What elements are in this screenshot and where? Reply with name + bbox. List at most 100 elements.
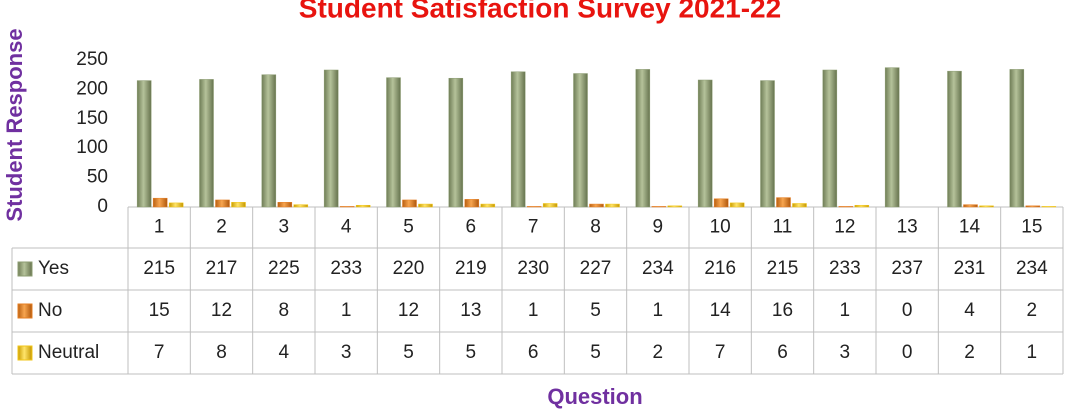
table-cell: 3	[840, 342, 851, 363]
table-cell: 220	[393, 258, 425, 279]
bar	[1041, 206, 1057, 208]
table-cell: 2	[653, 342, 664, 363]
table-cell: 7	[154, 342, 165, 363]
x-tick-label: 4	[341, 217, 352, 238]
bar	[215, 199, 230, 208]
table-cell: 3	[341, 342, 352, 363]
bar	[792, 203, 807, 208]
table-cell: 5	[466, 342, 477, 363]
legend-key	[17, 261, 33, 277]
y-tick-label: 200	[76, 78, 108, 99]
table-cell: 215	[767, 258, 799, 279]
bar	[605, 203, 620, 208]
y-tick-label: 150	[76, 108, 108, 129]
table-cell: 5	[590, 342, 601, 363]
table-cell: 12	[211, 300, 232, 321]
bar	[963, 204, 978, 208]
x-tick-label: 5	[403, 217, 414, 238]
bar	[776, 197, 791, 208]
table-cell: 0	[902, 300, 913, 321]
table-cell: 13	[460, 300, 481, 321]
bar	[542, 203, 558, 208]
table-cell: 0	[902, 342, 913, 363]
table-cell: 8	[216, 342, 227, 363]
table-cell: 16	[772, 300, 793, 321]
x-tick-label: 7	[528, 217, 539, 238]
y-axis-title: Student Response	[2, 28, 27, 221]
y-tick-label: 50	[87, 167, 108, 188]
table-cell: 1	[528, 300, 539, 321]
table-cell: 6	[777, 342, 788, 363]
x-tick-label: 14	[959, 217, 981, 238]
bar	[713, 198, 729, 208]
y-tick-label: 250	[76, 49, 108, 70]
table-cell: 1	[653, 300, 664, 321]
bar	[1025, 205, 1041, 208]
bar	[822, 69, 838, 208]
table-cell: 225	[268, 258, 300, 279]
table-cell: 12	[398, 300, 419, 321]
x-tick-label: 15	[1021, 217, 1042, 238]
table-cell: 234	[642, 258, 674, 279]
bar	[136, 80, 152, 208]
x-tick-label: 11	[773, 217, 793, 238]
bar	[697, 79, 713, 208]
bar	[526, 206, 542, 208]
legend-label: Yes	[38, 258, 69, 279]
bar	[402, 199, 417, 208]
x-tick-label: 6	[466, 217, 477, 238]
bar	[635, 69, 651, 208]
table-cell: 227	[580, 258, 612, 279]
bar	[884, 67, 900, 208]
table-cell: 4	[279, 342, 290, 363]
table-cell: 231	[954, 258, 986, 279]
bar	[152, 197, 168, 208]
bar	[1009, 69, 1025, 208]
table-cell: 216	[704, 258, 736, 279]
table-cell: 1	[341, 300, 352, 321]
bar	[199, 79, 214, 208]
table-cell: 215	[143, 258, 175, 279]
bar	[979, 205, 994, 208]
bar	[261, 74, 277, 208]
table-cell: 234	[1016, 258, 1048, 279]
y-tick-label: 0	[97, 196, 108, 217]
bar	[667, 205, 683, 208]
x-tick-label: 8	[590, 217, 601, 238]
bar	[651, 206, 667, 208]
table-cell: 15	[149, 300, 170, 321]
table-cell: 1	[1027, 342, 1038, 363]
bar	[323, 69, 339, 208]
bar	[386, 77, 401, 208]
bar	[589, 203, 604, 208]
bar	[464, 199, 480, 208]
bar	[838, 206, 854, 208]
x-axis-title: Question	[547, 384, 642, 409]
legend-label: Neutral	[38, 342, 99, 363]
table-cell: 1	[840, 300, 851, 321]
bar	[729, 202, 745, 208]
table-cell: 237	[891, 258, 923, 279]
bar	[231, 202, 246, 208]
legend-key	[17, 303, 33, 319]
bar	[293, 204, 309, 208]
x-tick-label: 13	[897, 217, 918, 238]
bar	[760, 80, 775, 208]
legend-label: No	[38, 300, 62, 321]
bar	[168, 202, 184, 208]
table-cell: 4	[964, 300, 975, 321]
table-cell: 6	[528, 342, 539, 363]
bar	[573, 73, 588, 208]
bar	[854, 204, 870, 208]
table-cell: 8	[279, 300, 290, 321]
x-tick-label: 1	[154, 217, 165, 238]
bar	[510, 71, 526, 208]
x-tick-label: 9	[653, 217, 664, 238]
table-cell: 5	[590, 300, 601, 321]
table-cell: 219	[455, 258, 487, 279]
bar	[418, 203, 433, 208]
table-cell: 233	[330, 258, 362, 279]
table-cell: 2	[964, 342, 975, 363]
table-cell: 233	[829, 258, 861, 279]
